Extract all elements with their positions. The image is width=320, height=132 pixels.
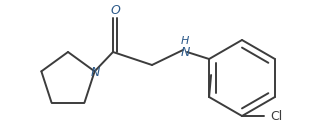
Text: N: N <box>91 66 100 79</box>
Text: Cl: Cl <box>270 110 282 124</box>
Text: O: O <box>110 4 120 18</box>
Text: N: N <box>180 46 190 58</box>
Text: H: H <box>181 36 189 46</box>
